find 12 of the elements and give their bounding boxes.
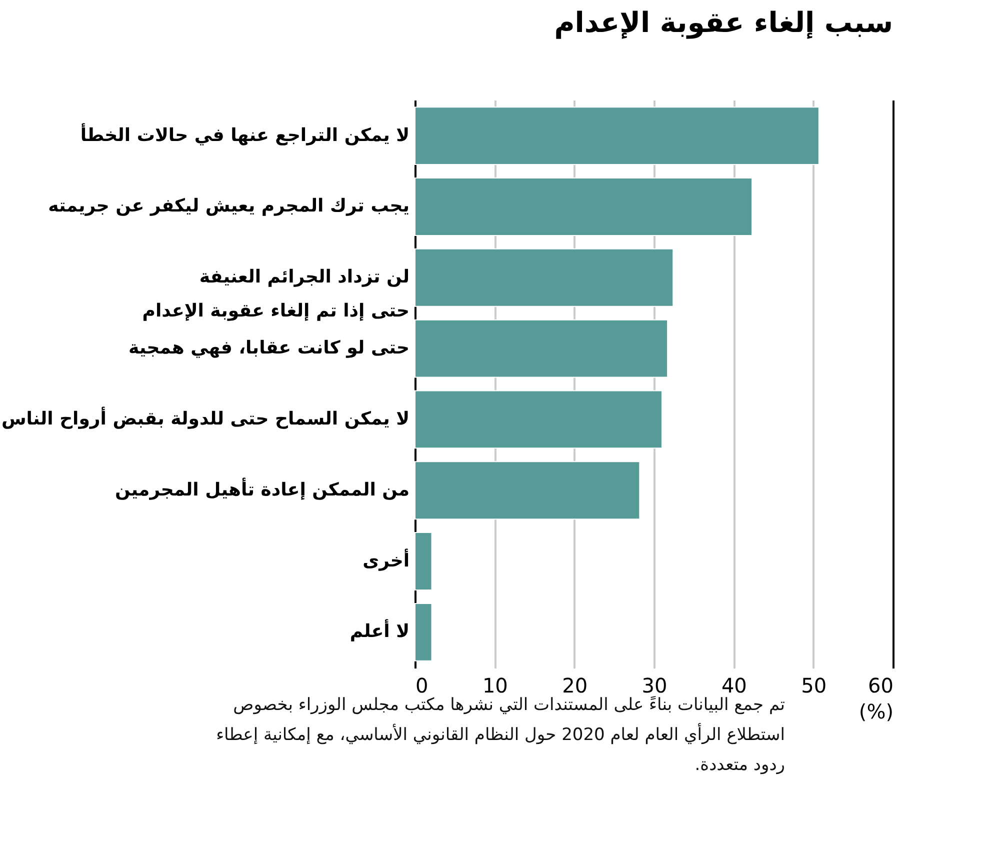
x-tick-label: 50 <box>801 674 827 698</box>
y-tick-label: لا أعلم <box>350 619 410 642</box>
y-tick-label: أخرى <box>362 548 410 572</box>
y-tick-label: من الممكن إعادة تأهيل المجرمين <box>115 477 410 500</box>
y-tick-label: يجب ترك المجرم يعيش ليكفر عن جريمته <box>48 196 410 217</box>
y-tick-label: لن تزداد الجرائم العنيفة حتى إذا تم إلغاء عقوبة الإعدام <box>142 266 410 322</box>
y-tick-label: لا يمكن السماح حتى للدولة بقبض أرواح الناس <box>1 406 410 430</box>
y-tick-label: لا يمكن التراجع عنها في حالات الخطأ <box>80 122 410 146</box>
chart-title: سبب إلغاء عقوبة الإعدام <box>554 6 893 39</box>
x-tick-label: 60 <box>868 674 894 698</box>
x-axis-title: (%) <box>858 700 894 724</box>
y-tick-label: حتى لو كانت عقابا، فهي همجية <box>128 338 410 359</box>
